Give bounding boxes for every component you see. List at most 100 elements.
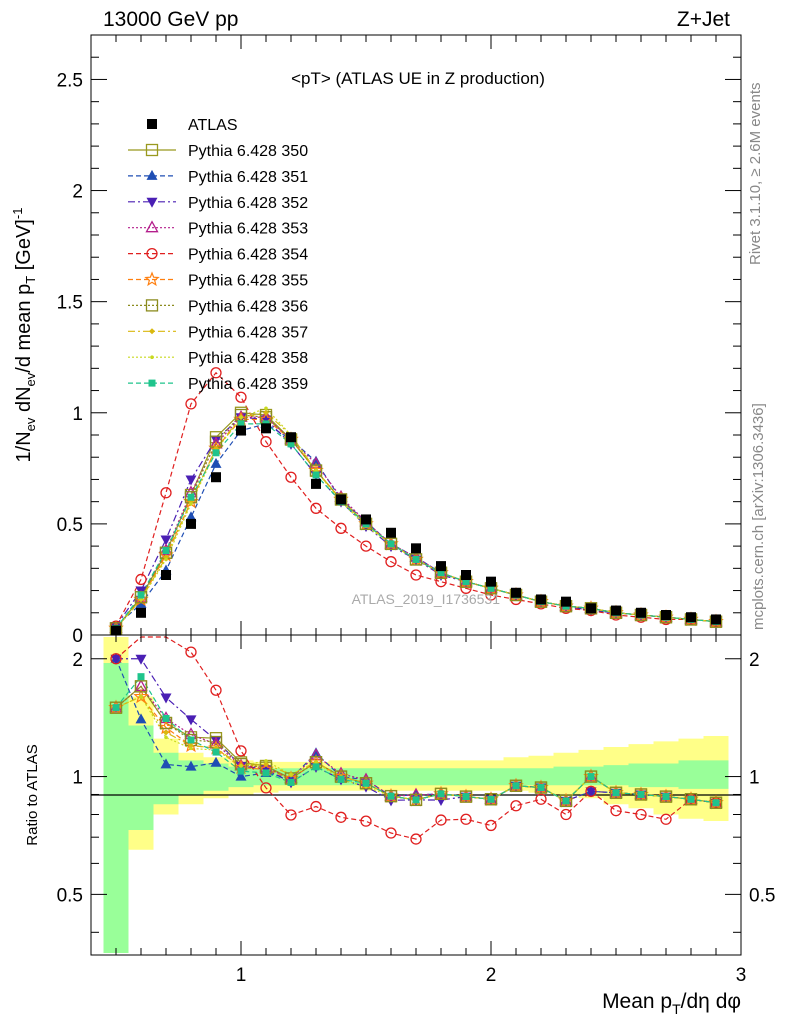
ratio-9-point-24 (712, 799, 720, 807)
legend-label-2: Pythia 6.428 352 (188, 195, 308, 212)
data-point-9 (336, 494, 346, 505)
ratio-tick-label-right-0: 0.5 (749, 885, 775, 906)
data-point-8 (311, 478, 321, 489)
ratio-6-point-10 (359, 777, 373, 790)
ratio-4-point-14 (460, 813, 472, 825)
ratio-9-point-15 (487, 795, 495, 803)
ratio-8-point-5 (239, 764, 243, 768)
ratio-9-point-9 (337, 775, 345, 783)
ratio-series-markers (108, 646, 724, 845)
series-9-point-11 (387, 540, 395, 548)
series-6-point-11 (384, 537, 398, 551)
ratio-8-point-1 (139, 694, 143, 699)
series-9-point-15 (487, 584, 495, 592)
data-point-14 (461, 570, 471, 580)
ratio-9-point-18 (562, 797, 570, 805)
ratio-9-point-14 (462, 793, 470, 801)
legend-marker-6 (145, 299, 159, 312)
ratio-4-point-11 (385, 827, 397, 839)
main-data-points (111, 423, 721, 636)
ratio-6-point-16 (509, 779, 523, 792)
series-4-point-9 (335, 522, 347, 534)
data-point-19 (586, 603, 596, 614)
ratio-tick-label-left-0: 0.5 (57, 885, 83, 906)
ratio-y-axis-title: Ratio to ATLAS (24, 744, 41, 845)
ratio-6-point-21 (634, 788, 648, 801)
legend-marker-2 (146, 197, 158, 208)
y-axis-title: 1/Nev dNev/d mean pT [GeV]-1 (10, 208, 38, 463)
ratio-6-point-14 (459, 790, 473, 803)
series-9-point-5 (237, 420, 245, 428)
ratio-tick-label-right-1: 1 (749, 768, 760, 789)
ratio-4-point-0 (110, 653, 122, 665)
legend-marker-1 (146, 169, 158, 180)
ratio-1-point-1 (135, 713, 147, 724)
data-point-10 (361, 514, 371, 525)
series-8-point-3 (189, 502, 193, 506)
series-9-point-3 (187, 493, 195, 501)
ratio-8-point-3 (189, 746, 193, 751)
ratio-4-point-8 (310, 800, 322, 813)
series-4-point-10 (360, 540, 372, 552)
series-4-point-5 (235, 391, 247, 403)
ratio-4-point-6 (260, 782, 272, 794)
ratio-1-point-4 (210, 756, 222, 767)
ratio-9-point-21 (637, 790, 645, 798)
ratio-7-point-2 (163, 729, 169, 736)
ratio-4-point-13 (435, 814, 447, 826)
ratio-2-point-19 (585, 787, 597, 798)
series-6-point-19 (584, 602, 598, 615)
x-tick-label-2: 3 (736, 965, 747, 986)
legend-marker-5 (144, 271, 160, 287)
ratio-4-point-18 (560, 808, 572, 821)
ratio-9-point-13 (437, 790, 445, 798)
ratio-6-point-18 (559, 794, 573, 808)
data-point-20 (611, 605, 621, 616)
data-point-21 (636, 607, 646, 618)
ratio-8-point-7 (289, 772, 293, 777)
series-9-point-14 (462, 578, 470, 586)
legend-marker-data (147, 119, 157, 129)
data-point-15 (486, 576, 496, 587)
series-1-point-3 (185, 511, 197, 522)
ratio-9-point-20 (612, 789, 620, 797)
ratio-6-point-19 (584, 770, 598, 783)
ratio-2-point-0 (110, 654, 122, 665)
series-4-point-1 (135, 573, 147, 586)
ratio-9-point-0 (112, 704, 120, 712)
series-9-point-13 (437, 569, 445, 577)
ratio-6-point-23 (684, 793, 698, 806)
series-9-point-7 (287, 440, 295, 448)
ratio-6-point-17 (534, 781, 548, 794)
data-point-4 (211, 472, 221, 483)
ratio-4-point-12 (410, 833, 422, 845)
series-8-point-6 (264, 406, 268, 411)
data-point-1 (136, 607, 146, 618)
series-9-point-1 (137, 591, 145, 599)
ratio-4-point-19 (585, 785, 597, 798)
ratio-9-point-6 (262, 769, 270, 777)
ratio-2-point-3 (185, 715, 197, 726)
data-point-5 (236, 425, 246, 436)
ratio-9-point-8 (312, 763, 320, 771)
legend-label-7: Pythia 6.428 357 (188, 324, 308, 341)
ratio-6-point-11 (384, 789, 398, 803)
ratio-9-point-12 (412, 796, 420, 804)
legend-marker-0 (145, 143, 159, 157)
series-9-point-2 (162, 547, 170, 555)
series-9-point-4 (212, 449, 220, 457)
ratio-axis-ticks: 1 2 3 0.5 0.5 1 1 2 2 (57, 635, 775, 986)
series-4-point-6 (260, 436, 272, 448)
ratio-1-point-3 (185, 760, 197, 771)
ratio-2-point-2 (160, 693, 172, 704)
series-4-point-7 (285, 471, 297, 483)
ratio-4-point-20 (610, 805, 622, 817)
legend-marker-8 (150, 355, 154, 360)
ratio-4-point-16 (510, 800, 522, 812)
x-axis-title: Mean pT/dη dφ (602, 990, 741, 1017)
series-8-point-8 (314, 468, 318, 473)
ratio-8-point-2 (164, 735, 168, 740)
legend-label-6: Pythia 6.428 356 (188, 298, 308, 315)
ratio-6-point-13 (434, 787, 448, 801)
